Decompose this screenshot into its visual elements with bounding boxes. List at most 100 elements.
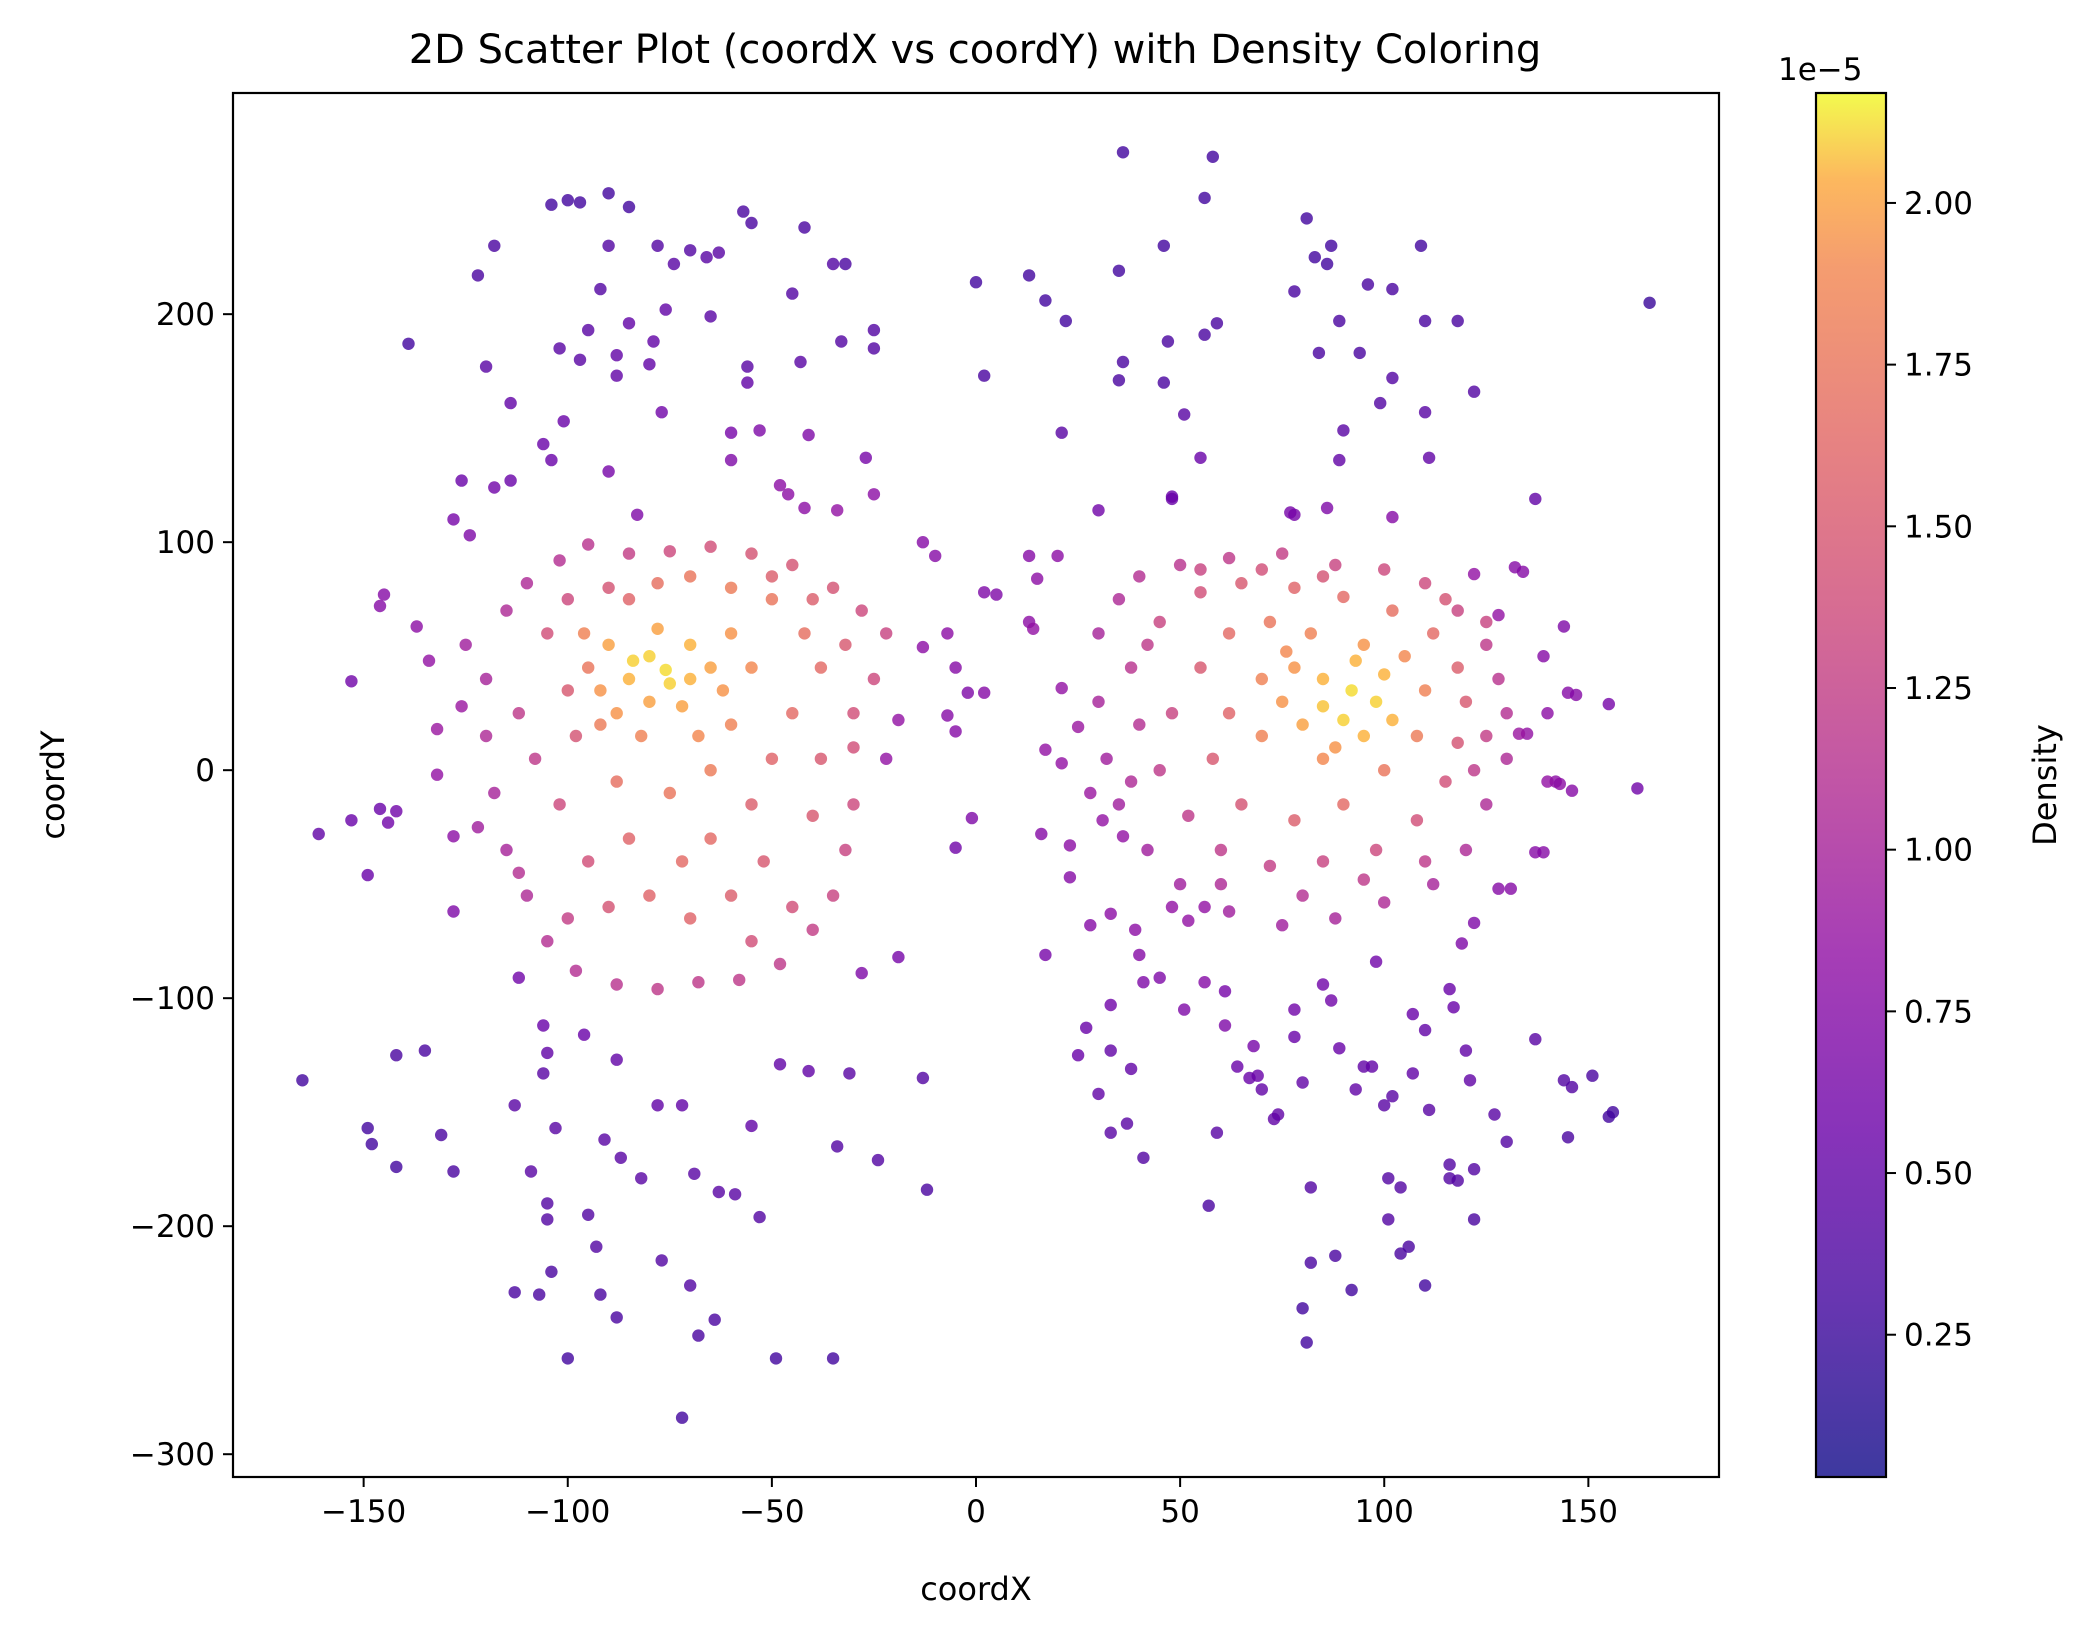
- data-point: [488, 239, 501, 252]
- data-point: [871, 1153, 885, 1167]
- data-point: [1051, 549, 1064, 563]
- data-point: [1296, 889, 1309, 902]
- data-point: [1055, 426, 1068, 439]
- data-point: [545, 453, 558, 467]
- data-point: [651, 577, 664, 590]
- data-point: [1439, 775, 1452, 788]
- data-point: [1263, 859, 1277, 873]
- colorbar-tick-label: 0.50: [1904, 1156, 1973, 1192]
- data-point: [655, 406, 668, 419]
- data-point: [769, 1352, 783, 1365]
- data-point: [1504, 882, 1518, 895]
- data-point: [1276, 695, 1289, 708]
- y-tick-label: 0: [195, 753, 215, 789]
- x-tick-label: −150: [321, 1494, 406, 1530]
- data-point: [635, 729, 648, 743]
- data-point: [1104, 907, 1117, 920]
- data-point: [643, 358, 656, 371]
- data-point: [455, 700, 468, 713]
- data-point: [610, 1311, 623, 1324]
- x-tick-label: 150: [1559, 1494, 1618, 1530]
- data-point: [459, 638, 472, 651]
- data-point: [1439, 593, 1452, 606]
- data-point: [1512, 727, 1526, 740]
- data-point: [1035, 827, 1048, 841]
- data-point: [1329, 741, 1342, 754]
- data-point: [1316, 855, 1330, 868]
- data-point: [500, 604, 513, 617]
- data-point: [1112, 264, 1126, 277]
- data-point: [1333, 314, 1346, 328]
- data-point: [798, 501, 811, 515]
- data-point: [1386, 713, 1399, 727]
- data-point: [582, 661, 595, 674]
- data-point: [1378, 764, 1391, 777]
- data-point: [1100, 752, 1113, 765]
- data-point: [1316, 700, 1330, 713]
- data-point: [737, 205, 750, 218]
- data-point: [1039, 743, 1052, 756]
- data-point: [561, 1352, 574, 1365]
- data-point: [594, 684, 607, 697]
- data-point: [1129, 923, 1142, 936]
- data-point: [1492, 882, 1505, 895]
- data-point: [1235, 798, 1248, 811]
- colorbar-tick-label: 1.75: [1904, 348, 1973, 384]
- data-point: [541, 1213, 554, 1226]
- data-point: [847, 798, 860, 811]
- data-points: [296, 146, 1656, 1424]
- data-point: [798, 221, 811, 234]
- data-point: [741, 376, 754, 389]
- x-tick-label: 50: [1160, 1494, 1199, 1530]
- data-point: [1329, 558, 1342, 572]
- data-point: [839, 843, 852, 857]
- data-point: [675, 700, 689, 713]
- data-point: [806, 923, 819, 936]
- data-point: [847, 707, 860, 720]
- data-point: [745, 1119, 758, 1133]
- data-point: [610, 349, 623, 362]
- data-point: [1194, 661, 1207, 674]
- data-point: [1394, 1247, 1407, 1260]
- data-point: [1553, 777, 1567, 791]
- data-point: [978, 686, 991, 699]
- y-tick-label: 200: [156, 297, 215, 333]
- data-point: [1133, 570, 1146, 583]
- data-point: [557, 415, 570, 428]
- data-point: [635, 1172, 648, 1185]
- chart-title: 2D Scatter Plot (coordX vs coordY) with …: [409, 27, 1542, 73]
- data-point: [786, 287, 799, 300]
- data-point: [1443, 1158, 1456, 1171]
- data-point: [978, 369, 991, 382]
- data-point: [1255, 1083, 1269, 1096]
- data-point: [651, 622, 664, 635]
- data-point: [1304, 1256, 1318, 1269]
- data-point: [622, 593, 636, 606]
- data-point: [1492, 672, 1505, 686]
- data-point: [1337, 713, 1350, 727]
- data-point: [663, 545, 676, 558]
- data-point: [1500, 707, 1513, 720]
- data-point: [1386, 371, 1399, 385]
- data-point: [704, 764, 717, 777]
- data-point: [651, 239, 664, 252]
- data-point: [312, 827, 325, 841]
- data-point: [622, 317, 636, 330]
- data-point: [1316, 978, 1330, 991]
- data-point: [741, 360, 754, 373]
- data-point: [965, 811, 979, 825]
- data-point: [1349, 1083, 1362, 1096]
- y-tick-label: −200: [130, 1209, 215, 1245]
- data-point: [1480, 638, 1493, 651]
- data-point: [1271, 1108, 1285, 1121]
- data-point: [684, 912, 697, 925]
- data-point: [867, 342, 881, 355]
- data-point: [610, 775, 623, 788]
- data-point: [826, 1352, 840, 1365]
- data-point: [488, 481, 501, 494]
- data-point: [724, 581, 738, 594]
- data-point: [745, 798, 758, 811]
- data-point: [831, 1140, 844, 1153]
- data-point: [716, 684, 730, 697]
- data-point: [1451, 736, 1464, 749]
